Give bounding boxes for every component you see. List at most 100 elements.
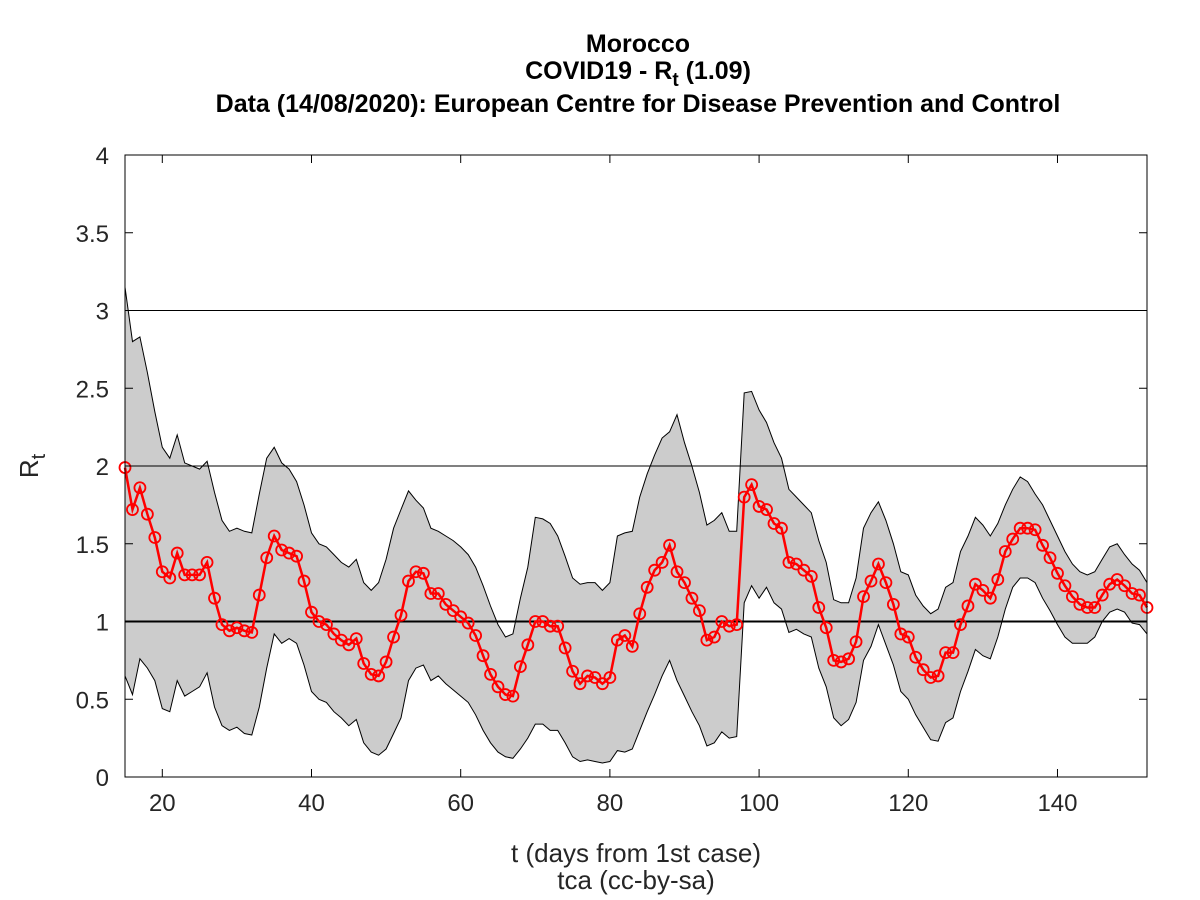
y-tick-label: 2.5 <box>76 376 109 403</box>
y-tick-label: 0 <box>96 765 109 792</box>
data-point <box>394 608 408 622</box>
data-point <box>737 490 751 504</box>
data-point <box>1028 523 1042 537</box>
data-point <box>402 574 415 588</box>
data-point <box>1133 588 1146 602</box>
data-point <box>603 671 617 684</box>
data-point <box>275 543 289 557</box>
data-point <box>230 621 244 635</box>
x-tick-label: 100 <box>739 790 779 817</box>
data-point <box>797 563 811 577</box>
confidence-band <box>124 287 1148 764</box>
data-point <box>528 615 542 628</box>
data-point <box>864 574 878 588</box>
data-point <box>148 531 162 544</box>
data-point <box>745 478 759 492</box>
data-point <box>976 584 990 597</box>
data-point <box>223 624 236 638</box>
data-point <box>126 503 139 516</box>
data-point <box>282 546 296 560</box>
data-point <box>618 629 632 642</box>
data-point <box>342 638 356 652</box>
y-tick-label: 1 <box>96 610 109 637</box>
data-point <box>730 618 744 632</box>
x-tick-label: 20 <box>149 790 176 817</box>
data-point <box>707 630 721 644</box>
data-point <box>454 610 468 624</box>
data-point <box>312 615 326 628</box>
data-point <box>588 671 602 684</box>
data-point <box>566 664 579 678</box>
data-point <box>857 590 870 604</box>
data-point <box>1058 579 1072 593</box>
data-point <box>1080 601 1094 614</box>
data-point <box>155 565 169 579</box>
data-point <box>581 669 594 683</box>
chart-title-metric: COVID19 - Rt (1.09) <box>525 57 751 91</box>
data-point <box>476 649 490 663</box>
rt-series <box>118 461 1154 703</box>
data-point <box>1051 566 1064 580</box>
data-point <box>260 551 274 565</box>
data-point <box>208 591 221 605</box>
data-point <box>834 655 848 669</box>
data-point <box>215 618 229 632</box>
chart-title-source: Data (14/08/2020): European Centre for D… <box>216 90 1061 118</box>
data-point <box>648 563 662 577</box>
data-point <box>1110 573 1124 586</box>
series-line <box>123 467 1149 698</box>
data-point <box>693 604 706 618</box>
data-point <box>625 639 639 653</box>
data-point <box>827 653 841 667</box>
data-point <box>1036 538 1049 552</box>
data-point <box>700 633 714 647</box>
data-point <box>461 616 475 630</box>
x-tick-label: 80 <box>597 790 624 817</box>
data-point <box>387 630 400 644</box>
chart-title-country: Morocco <box>586 30 690 58</box>
data-point <box>961 599 975 613</box>
data-point <box>424 587 438 600</box>
data-point <box>357 657 371 670</box>
data-point <box>267 529 281 543</box>
data-point <box>640 580 654 594</box>
data-point <box>521 638 535 652</box>
data-point <box>663 538 676 552</box>
data-point <box>1088 601 1102 614</box>
data-point <box>491 680 505 694</box>
data-point <box>573 677 587 691</box>
data-point <box>409 565 423 579</box>
data-point <box>140 507 154 521</box>
data-point <box>1125 587 1139 600</box>
axes: 20 40 60 80 100 120 140 0 0.5 1 1.5 2 2.5 3 3.5 4 <box>76 143 1148 817</box>
data-point <box>200 556 214 569</box>
data-point <box>379 655 393 669</box>
data-point <box>991 573 1005 586</box>
data-point <box>469 629 483 642</box>
data-point <box>722 619 736 633</box>
data-point <box>685 591 699 605</box>
data-point <box>364 667 378 681</box>
data-point <box>872 557 885 571</box>
data-point <box>551 619 565 633</box>
data-point <box>782 556 796 569</box>
data-point <box>655 556 669 569</box>
data-point <box>946 646 960 659</box>
x-tick-label: 120 <box>888 790 928 817</box>
data-point <box>775 521 788 535</box>
data-point <box>170 546 184 560</box>
data-point <box>245 625 259 639</box>
data-point <box>998 545 1012 558</box>
data-point <box>1013 521 1027 535</box>
x-tick-label: 40 <box>298 790 325 817</box>
data-point <box>558 641 572 655</box>
data-point <box>543 619 557 633</box>
data-point <box>849 635 863 649</box>
y-tick-label: 0.5 <box>76 687 109 714</box>
data-point <box>416 566 430 580</box>
data-point <box>237 624 251 638</box>
data-point <box>678 576 691 590</box>
data-point <box>901 630 915 644</box>
data-point <box>1021 521 1035 535</box>
